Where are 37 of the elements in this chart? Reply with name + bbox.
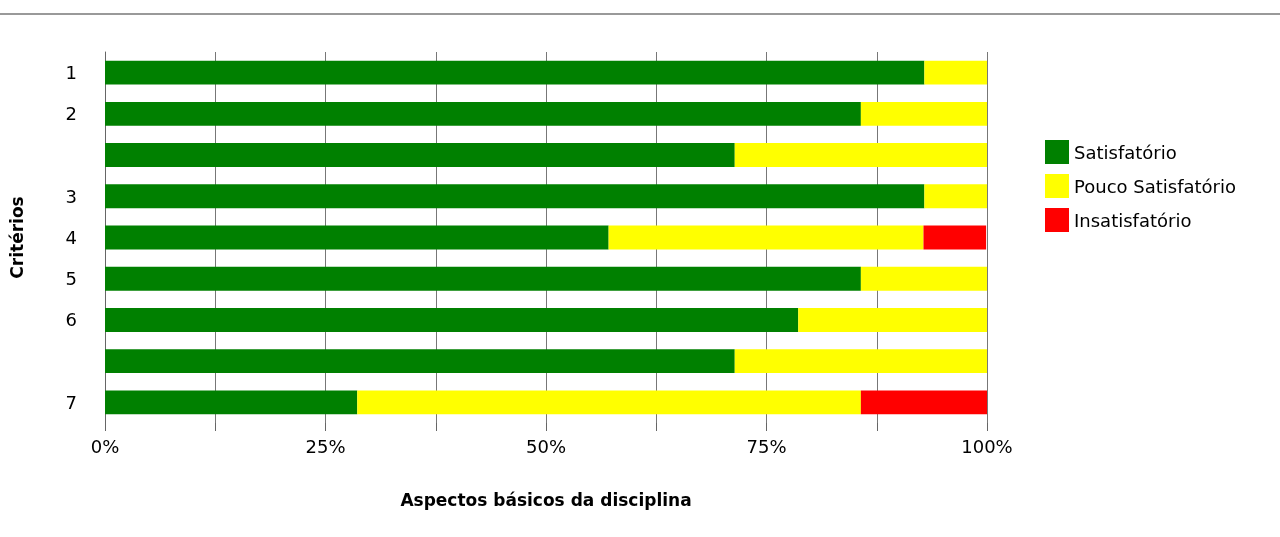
x-tick-label: 50%	[525, 435, 567, 457]
x-tick-label: 25%	[305, 435, 346, 457]
bar	[105, 390, 358, 415]
bar	[924, 60, 987, 85]
y-axis-title: Critérios	[6, 196, 27, 279]
x-tick-label: 75%	[746, 435, 787, 457]
bar	[105, 349, 735, 374]
y-tick-label: 6	[65, 309, 77, 331]
bar	[608, 225, 924, 250]
x-tick-label: 100%	[961, 435, 1013, 457]
x-axis-title: Aspectos básicos da disciplina	[400, 489, 692, 510]
bar	[734, 143, 987, 168]
bar	[860, 266, 987, 291]
bar	[105, 266, 861, 291]
legend-label: Satisfatório	[1074, 141, 1177, 163]
legend-label: Insatisfatório	[1074, 209, 1192, 231]
bar	[924, 184, 987, 209]
x-tick-label: 0%	[90, 435, 120, 457]
y-tick-label: 4	[65, 227, 77, 248]
bar	[105, 184, 925, 209]
legend-label: Pouco Satisfatório	[1074, 175, 1237, 197]
bar	[860, 101, 987, 126]
y-tick-label: 3	[65, 185, 77, 207]
y-tick-label: 2	[65, 103, 77, 125]
bar	[798, 307, 987, 332]
bar	[105, 101, 861, 126]
bar	[923, 225, 987, 250]
bar	[734, 349, 987, 374]
bar	[105, 143, 735, 168]
y-tick-label: 5	[65, 268, 77, 290]
bar	[105, 225, 609, 250]
bar	[860, 390, 987, 415]
bar	[105, 307, 799, 332]
y-tick-label: 7	[65, 391, 77, 413]
bar	[357, 390, 861, 415]
y-tick-label: 1	[65, 62, 77, 84]
bar	[105, 60, 925, 85]
